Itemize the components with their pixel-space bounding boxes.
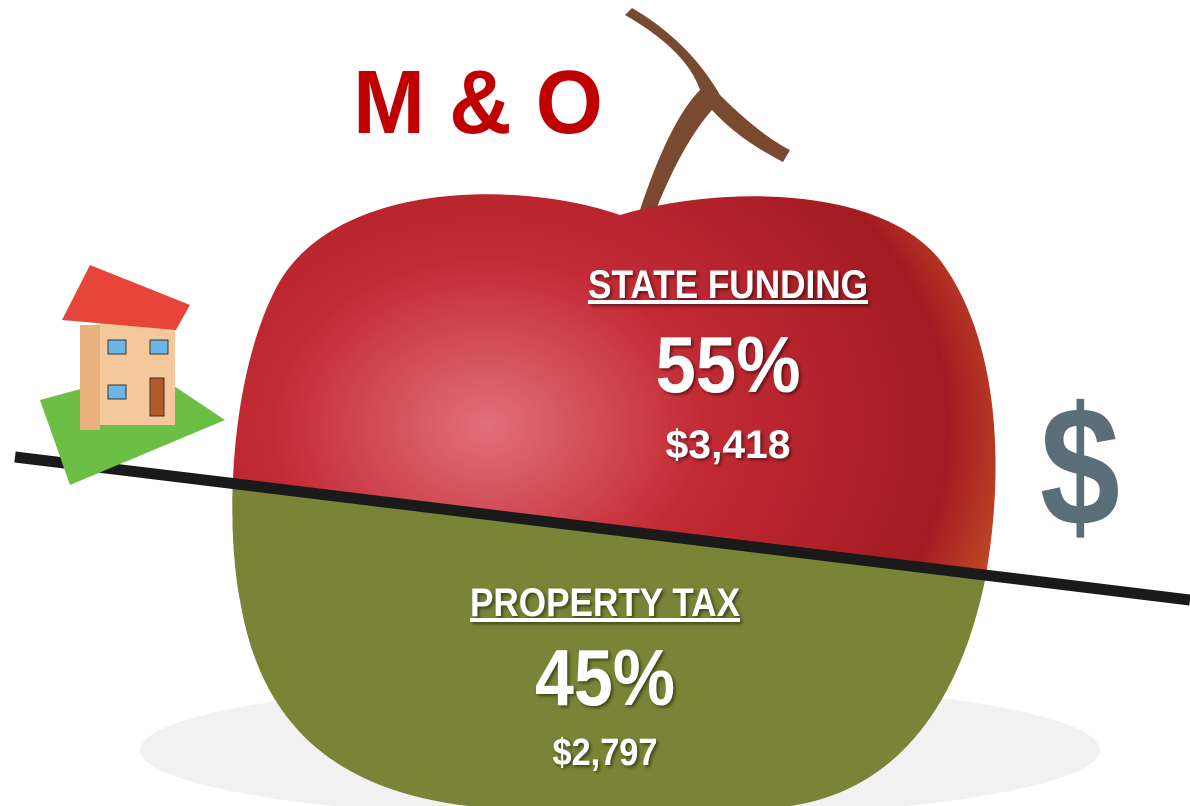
segment-amount: $2,797 [553,732,658,774]
house-icon [40,265,225,485]
stem [625,8,790,212]
segment-percent: 45% [535,633,675,722]
title: M & O [353,53,603,153]
infographic: M & O STATE FUNDING 55% $3,418 PROPERTY … [0,0,1190,806]
segment-amount: $3,418 [666,423,791,467]
segment-percent: 55% [656,320,801,409]
segment-label: PROPERTY TAX [470,581,740,625]
dollar-symbol: $ [1040,372,1120,562]
segment-label: STATE FUNDING [588,263,868,307]
